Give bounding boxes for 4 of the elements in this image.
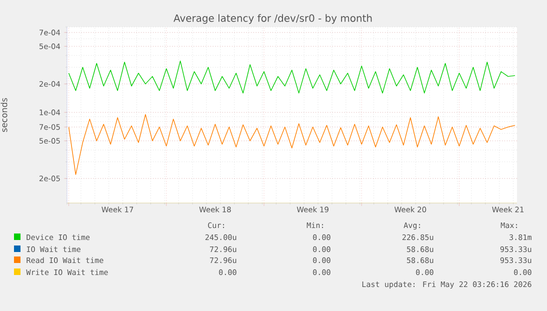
chart-title: Average latency for /dev/sr0 - by month xyxy=(174,14,372,24)
line-series xyxy=(68,114,516,175)
line-series xyxy=(68,60,516,94)
y-axis-title: seconds xyxy=(0,98,8,132)
